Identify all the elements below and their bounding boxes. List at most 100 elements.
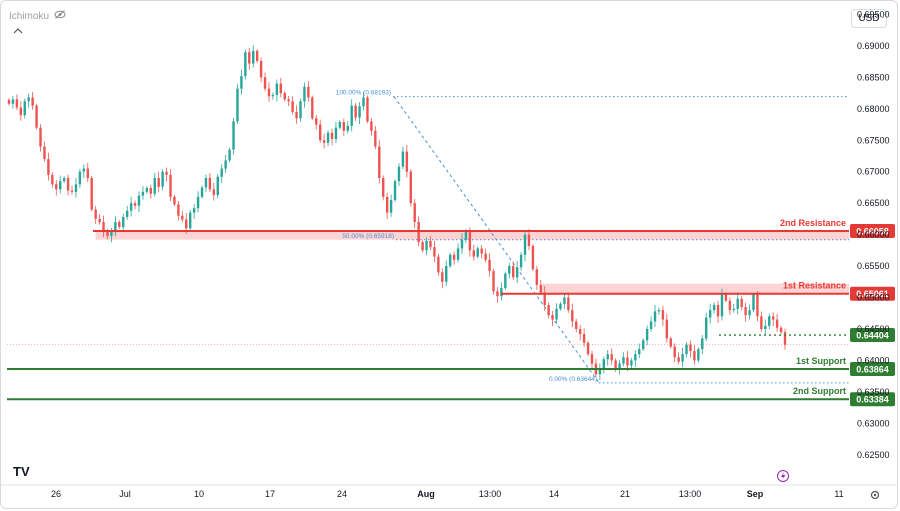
candle[interactable] — [59, 175, 62, 194]
candle[interactable] — [82, 164, 86, 179]
candle[interactable] — [425, 237, 428, 256]
candle[interactable] — [389, 194, 393, 217]
candle[interactable] — [775, 313, 779, 332]
candle[interactable] — [55, 180, 58, 196]
candle[interactable] — [641, 338, 645, 352]
candle[interactable] — [657, 307, 661, 315]
candle[interactable] — [295, 105, 298, 124]
candle[interactable] — [551, 310, 554, 326]
candle[interactable] — [630, 357, 633, 369]
candle[interactable] — [535, 265, 539, 290]
candle[interactable] — [267, 82, 271, 102]
candle[interactable] — [31, 91, 34, 110]
candle[interactable] — [86, 162, 89, 183]
candle[interactable] — [244, 49, 247, 80]
candle[interactable] — [153, 173, 156, 197]
candle[interactable] — [484, 248, 487, 263]
candle[interactable] — [602, 356, 606, 374]
candle[interactable] — [456, 243, 460, 263]
eye-slash-icon[interactable] — [54, 10, 66, 22]
candle[interactable] — [62, 176, 66, 184]
candle[interactable] — [382, 175, 385, 201]
candle[interactable] — [582, 328, 586, 347]
chevron-up-icon[interactable] — [13, 26, 23, 37]
candle[interactable] — [768, 313, 771, 330]
candle[interactable] — [689, 340, 692, 358]
candle[interactable] — [330, 128, 334, 146]
candle[interactable] — [606, 349, 609, 366]
candle[interactable] — [192, 204, 196, 220]
candle[interactable] — [701, 335, 704, 355]
candle[interactable] — [90, 176, 93, 212]
candle[interactable] — [716, 300, 720, 323]
candle[interactable] — [70, 185, 74, 195]
candle[interactable] — [401, 146, 405, 170]
candle[interactable] — [74, 177, 78, 198]
candle[interactable] — [539, 280, 542, 296]
candle[interactable] — [764, 319, 767, 335]
candle[interactable] — [476, 246, 479, 259]
candle[interactable] — [645, 325, 649, 346]
candle[interactable] — [149, 184, 153, 199]
candle[interactable] — [248, 48, 251, 70]
candle[interactable] — [413, 199, 416, 229]
candle[interactable] — [547, 302, 550, 319]
candle[interactable] — [433, 240, 436, 263]
candle[interactable] — [165, 167, 168, 182]
candle[interactable] — [437, 253, 440, 276]
candle[interactable] — [342, 118, 346, 136]
candle[interactable] — [204, 174, 208, 193]
candle[interactable] — [125, 205, 129, 220]
candle[interactable] — [622, 352, 625, 367]
candle[interactable] — [334, 122, 338, 144]
candle[interactable] — [578, 324, 582, 341]
candle[interactable] — [358, 102, 361, 125]
candle[interactable] — [519, 252, 523, 271]
candle[interactable] — [114, 216, 117, 237]
candle[interactable] — [7, 98, 11, 106]
candle[interactable] — [712, 302, 716, 314]
candle[interactable] — [378, 140, 381, 184]
candle[interactable] — [27, 93, 30, 108]
candle[interactable] — [567, 292, 570, 313]
candle[interactable] — [39, 124, 42, 152]
gear-icon[interactable] — [870, 490, 880, 500]
lightning-icon[interactable] — [777, 470, 789, 482]
candle[interactable] — [291, 96, 294, 115]
candle[interactable] — [169, 169, 172, 202]
candle[interactable] — [11, 95, 15, 109]
candle[interactable] — [212, 182, 216, 201]
candle[interactable] — [665, 313, 669, 343]
candle[interactable] — [480, 245, 483, 259]
candle[interactable] — [66, 174, 70, 196]
candle[interactable] — [405, 145, 409, 178]
candle[interactable] — [208, 173, 212, 192]
candle[interactable] — [748, 304, 751, 320]
candle[interactable] — [315, 114, 318, 130]
candle[interactable] — [673, 343, 676, 363]
candle[interactable] — [452, 251, 456, 265]
candle[interactable] — [732, 303, 735, 313]
candle[interactable] — [47, 152, 50, 181]
candle[interactable] — [661, 305, 665, 326]
candle[interactable] — [228, 147, 231, 163]
candle[interactable] — [500, 282, 503, 301]
candle[interactable] — [354, 103, 357, 122]
candle[interactable] — [504, 271, 507, 290]
candle[interactable] — [129, 196, 133, 217]
candle[interactable] — [299, 98, 302, 122]
candle[interactable] — [586, 340, 590, 357]
candle[interactable] — [161, 169, 164, 191]
candle[interactable] — [275, 79, 279, 102]
candle[interactable] — [685, 342, 688, 358]
candle[interactable] — [263, 72, 267, 92]
candle[interactable] — [488, 253, 491, 277]
candle[interactable] — [137, 191, 141, 213]
candle[interactable] — [374, 125, 377, 150]
candle[interactable] — [133, 200, 137, 210]
candle[interactable] — [543, 286, 546, 311]
candle[interactable] — [385, 192, 389, 220]
candle[interactable] — [634, 349, 637, 367]
candle[interactable] — [421, 240, 424, 253]
candle[interactable] — [19, 101, 23, 121]
